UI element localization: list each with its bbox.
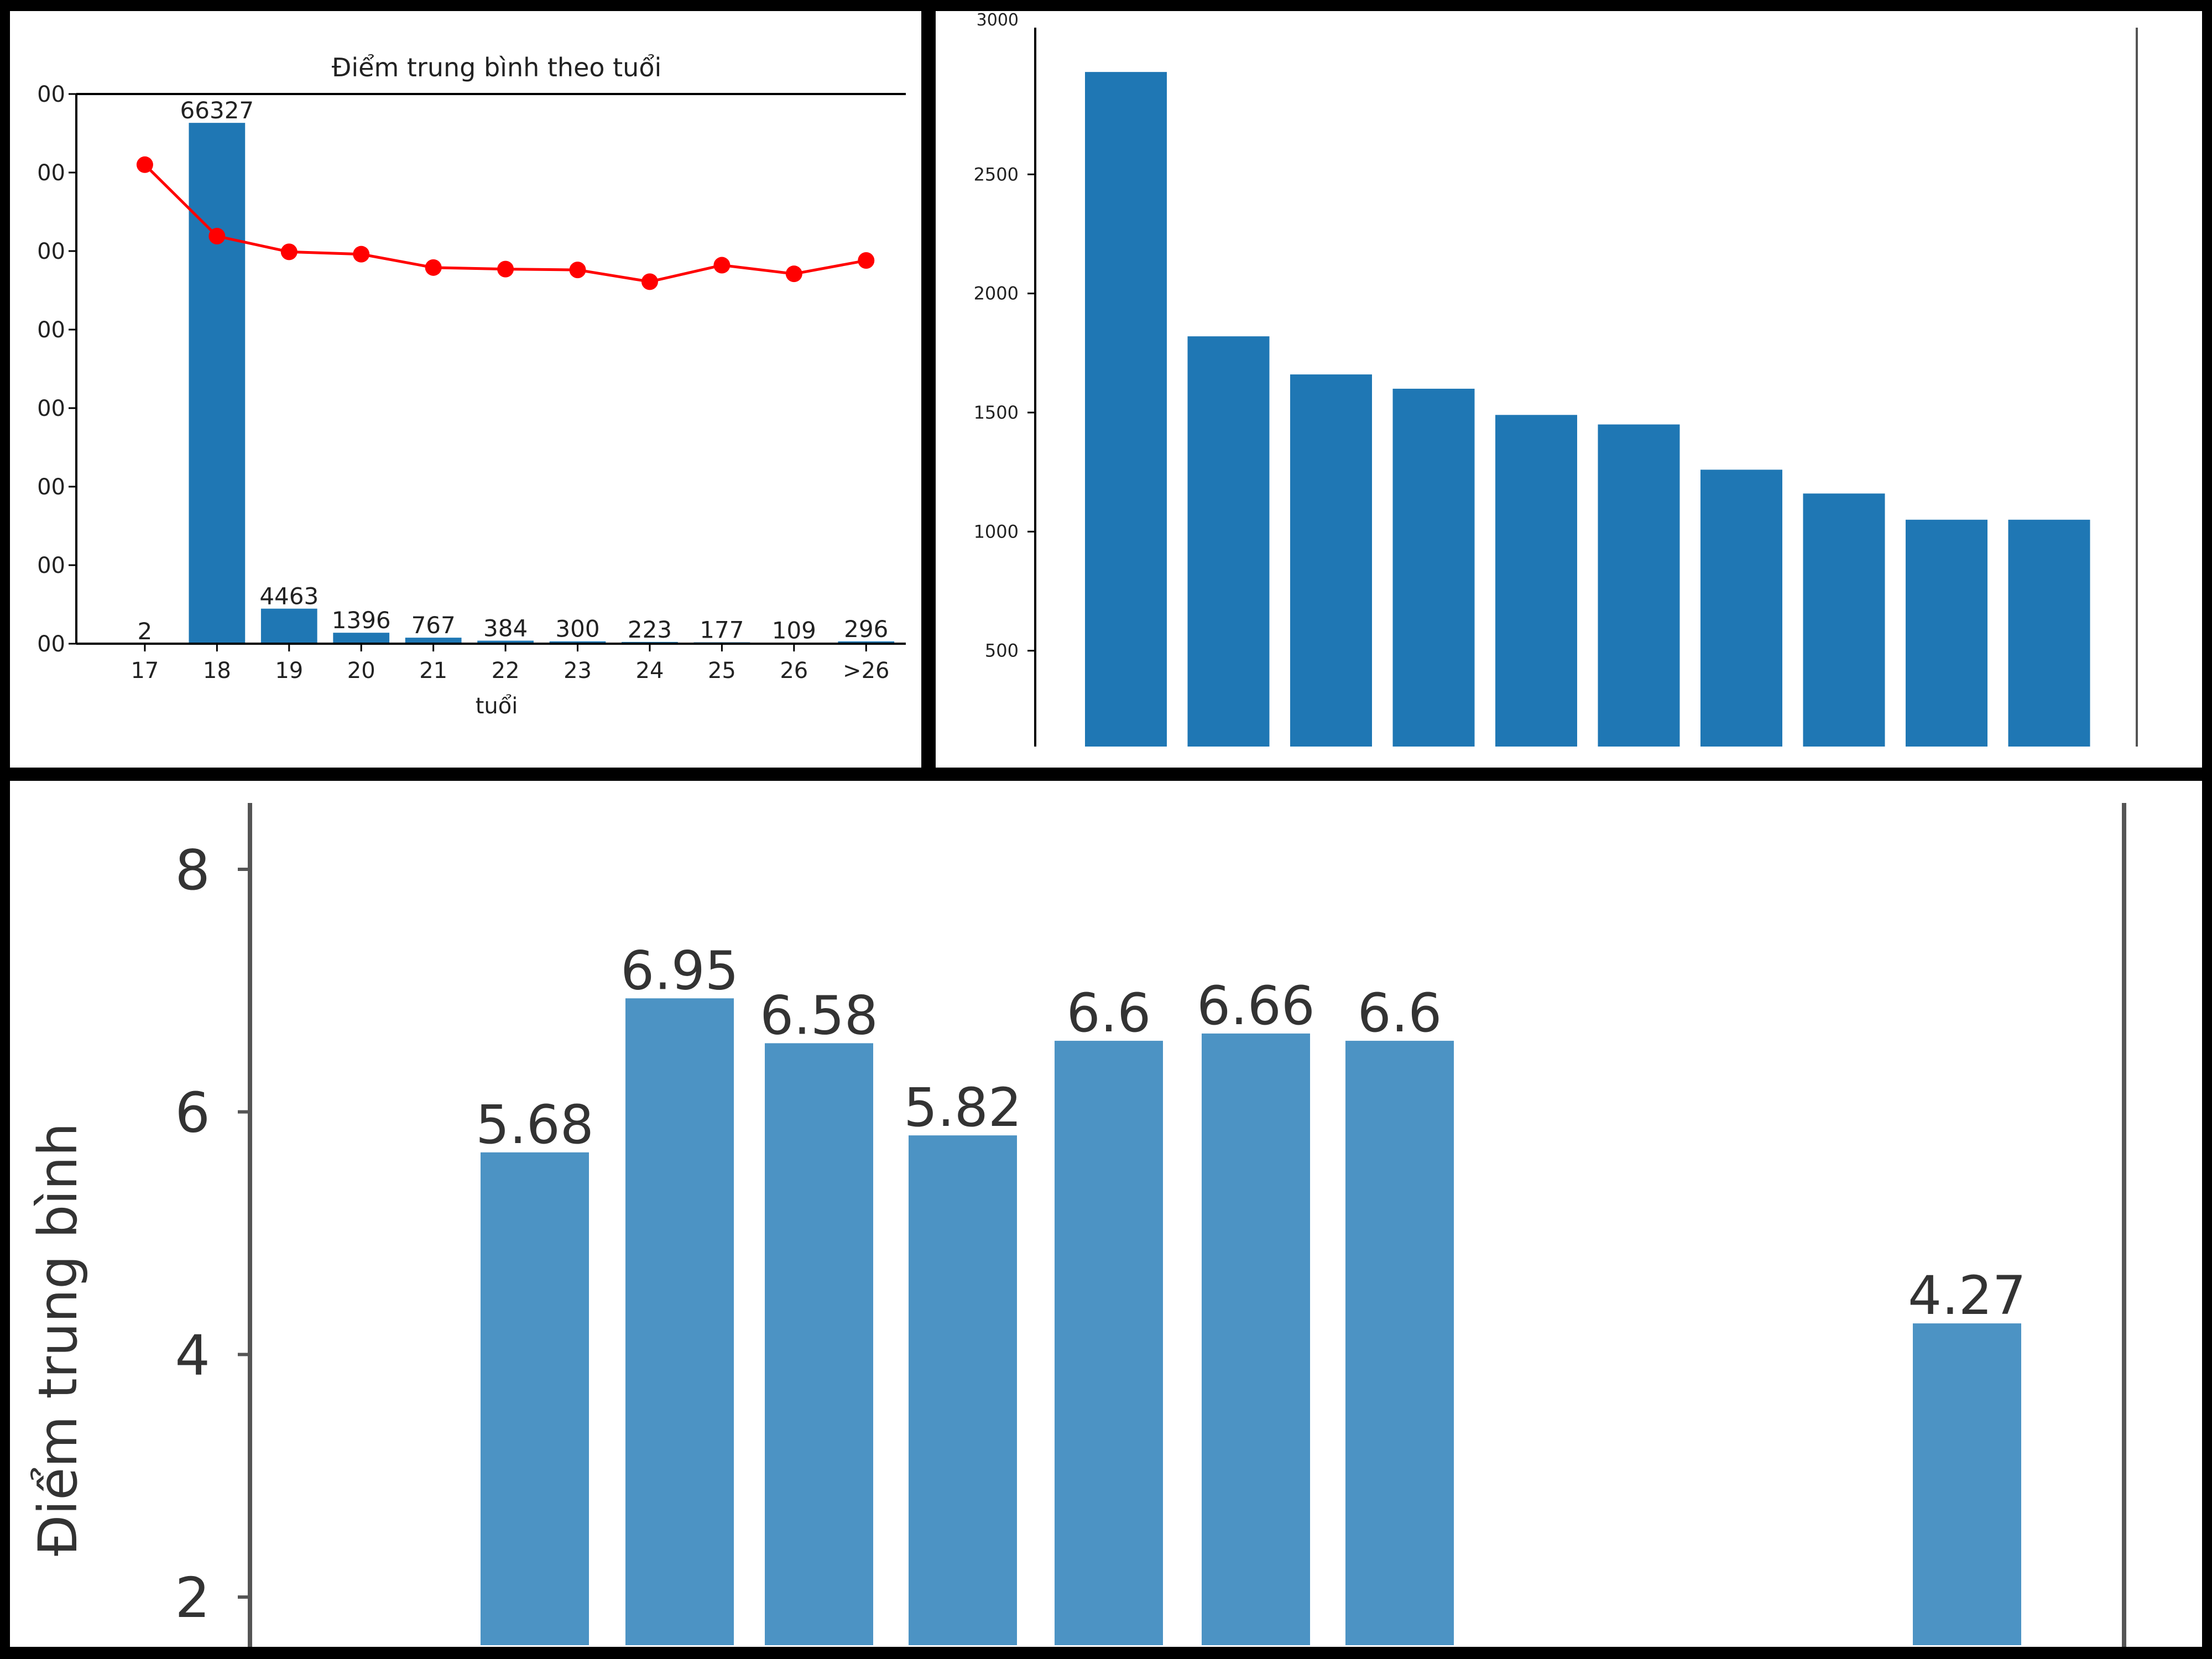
bar-value-label: 300 [555,615,599,643]
line-marker [785,265,802,283]
x-tick-label: 26 [780,658,808,684]
bar-value-label: 66327 [180,97,254,124]
bar [405,638,462,644]
bar [477,640,534,644]
y-tick-label: 1500 [974,402,1019,423]
bar-value-label: 6.66 [1197,975,1315,1037]
bar [1906,519,1987,747]
age-average-chart-panel: Điểm trung bình theo tuổi tuổi 00 00 00 00 0… [10,11,921,768]
bar-value-label: 2 [138,618,153,645]
line-marker [136,156,153,173]
ranked-bar-chart-panel: 3000 500 1000 1500 2000 2500 [936,11,2202,768]
ranked-bar-chart: 3000 500 1000 1500 2000 2500 [974,11,2138,747]
y-tick-label: 00 [37,553,65,578]
y-tick-label: 00 [37,474,65,500]
bar-value-label: 177 [700,616,744,643]
bar [1598,424,1680,747]
bar-value-label: 4.27 [1908,1265,2026,1327]
bar [1342,1037,1457,1647]
bar [1910,1320,2025,1647]
bar [189,123,246,644]
y-tick-label: 00 [37,160,65,186]
bar-value-label: 767 [411,612,456,639]
line-marker [425,259,442,276]
x-axis-label: tuổi [476,693,518,719]
x-tick-label: 18 [203,658,231,684]
bar [1198,1030,1313,1647]
y-tick-label: 00 [37,239,65,264]
bar-value-label: 5.82 [904,1077,1022,1139]
line-marker [569,262,586,279]
y-tick-label: 00 [37,82,65,107]
x-tick-label: 22 [492,658,520,684]
x-tick-label: 17 [131,658,159,684]
bar [1700,469,1782,747]
bar [1085,72,1167,747]
line-marker [280,243,298,260]
y-tick-label: 4 [175,1323,210,1387]
line-marker [858,252,875,269]
line-marker [497,260,514,278]
bar-value-label: 6.58 [760,984,878,1046]
x-tick-label: 25 [708,658,736,684]
bar-value-label: 384 [483,615,528,642]
average-score-chart: Điểm trung bình 2 4 6 8 5.68 6.95 6.58 5.82 6.6… [27,803,2126,1647]
y-tick-label: 6 [175,1081,210,1145]
age-average-chart: Điểm trung bình theo tuổi tuổi 00 00 00 00 0… [37,53,906,719]
line-marker [641,273,658,290]
x-tick-label: 21 [419,658,447,684]
bar [2008,519,2090,747]
bar [1051,1037,1166,1647]
bar-value-label: 109 [772,617,816,644]
bar [761,1040,877,1647]
x-tick-label: >26 [843,658,889,684]
bar-value-label: 1396 [332,607,391,634]
chart-title: Điểm trung bình theo tuổi [332,53,662,82]
average-score-chart-panel: Điểm trung bình 2 4 6 8 5.68 6.95 6.58 5.82 6.6… [10,781,2202,1647]
bar-value-label: 296 [844,615,888,643]
bar-value-label: 223 [628,616,672,643]
bar [905,1132,1020,1647]
line-marker [208,228,226,245]
bar-value-label: 4463 [259,583,319,610]
bar [838,641,895,644]
bar [549,641,606,644]
y-tick-label: 2 [175,1566,210,1630]
bar-value-label: 6.95 [620,940,739,1001]
y-tick-label: 8 [175,838,210,902]
y-axis-label: Điểm trung bình [27,1123,89,1556]
y-tick-label: 3000 [977,11,1019,30]
bar [622,995,737,1647]
bar [1495,415,1577,747]
bar [1803,493,1885,747]
y-tick-label: 2000 [974,283,1019,304]
y-tick-label: 500 [985,640,1019,661]
bar [477,1149,592,1647]
bar-value-label: 6.6 [1067,982,1151,1044]
bar-value-label: 6.6 [1358,982,1442,1044]
y-tick-label: 2500 [974,164,1019,185]
y-tick-label: 00 [37,632,65,657]
x-tick-label: 20 [347,658,375,684]
y-tick-label: 00 [37,317,65,343]
bar [260,608,317,644]
line-marker [353,246,370,263]
x-tick-label: 19 [275,658,303,684]
bar [1187,336,1270,747]
bar-value-label: 5.68 [476,1094,594,1156]
bar [333,633,390,644]
x-tick-label: 23 [564,658,592,684]
line-marker [713,257,731,274]
bar [1392,388,1475,747]
y-tick-label: 1000 [974,521,1019,542]
y-tick-label: 00 [37,396,65,421]
bar [1290,374,1372,747]
x-tick-label: 24 [636,658,664,684]
